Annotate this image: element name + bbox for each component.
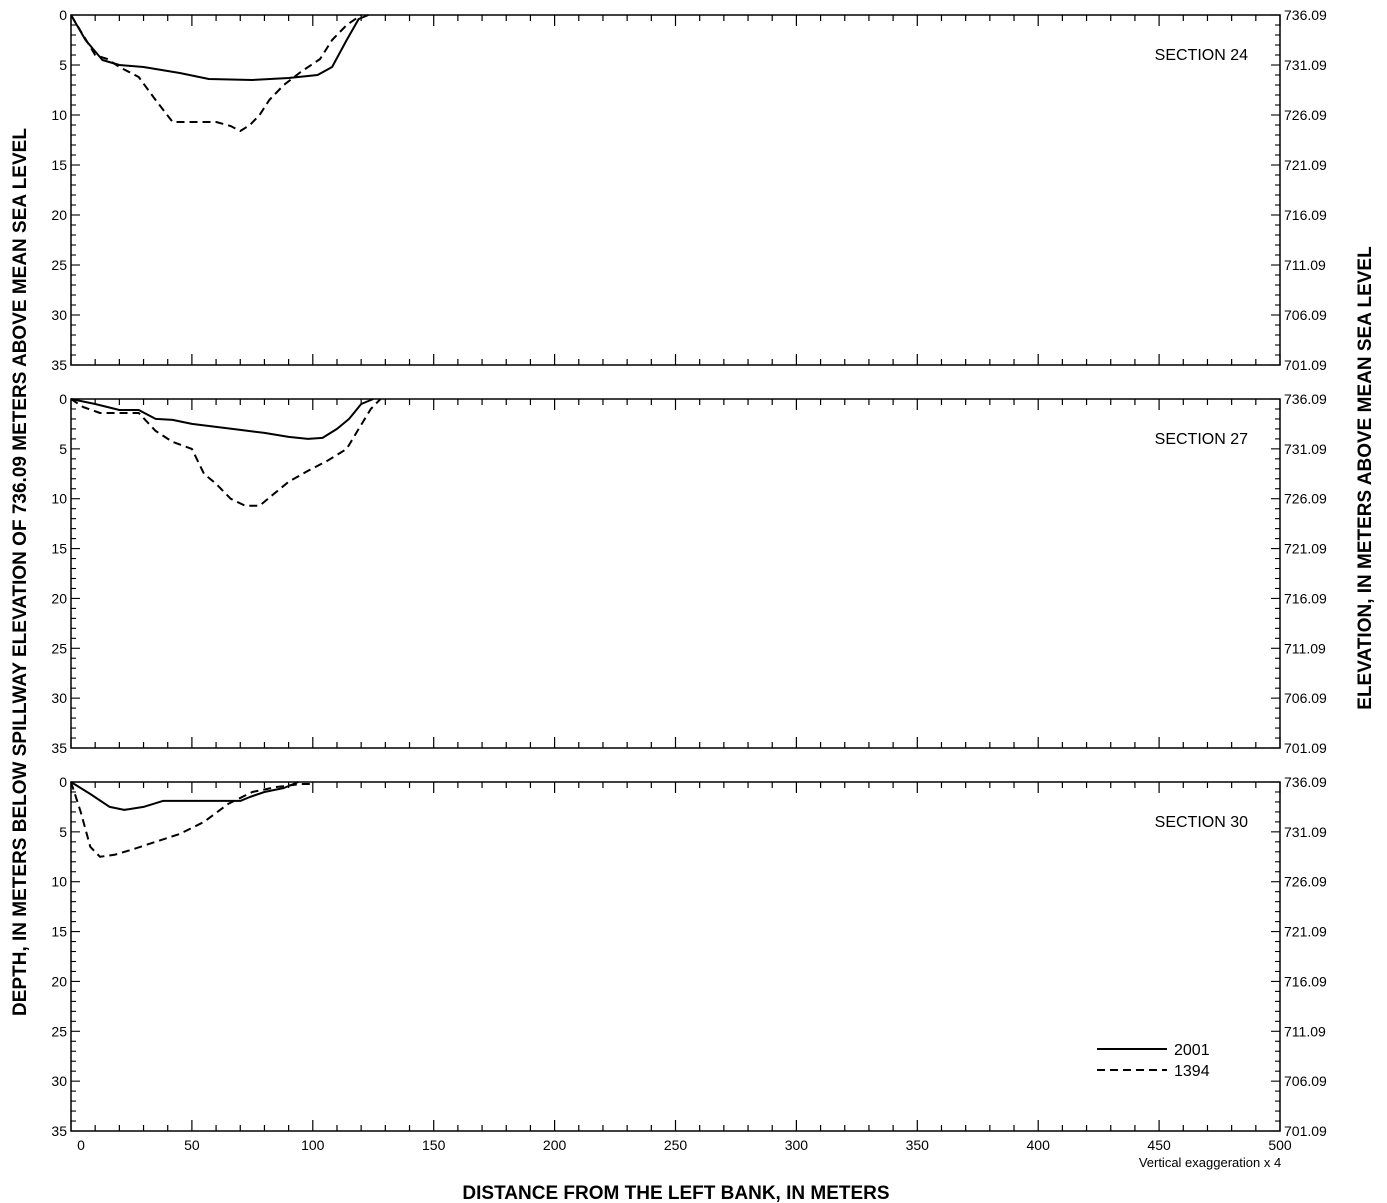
y-tick-label-left: 20 bbox=[51, 973, 67, 989]
y-tick-label-right: 731.09 bbox=[1284, 824, 1327, 840]
x-tick-label: 450 bbox=[1147, 1137, 1171, 1153]
y-tick-label-right: 711.09 bbox=[1284, 1023, 1326, 1039]
y-tick-label-left: 15 bbox=[51, 157, 67, 173]
y-tick-label-right: 706.09 bbox=[1284, 1073, 1327, 1089]
y-tick-label-left: 30 bbox=[51, 307, 67, 323]
section-label: SECTION 30 bbox=[1155, 814, 1248, 831]
y-tick-label-right: 701.09 bbox=[1284, 357, 1327, 373]
panel-section-1: 0 5 10 15 20 25 30 35 736.09 731.09 726.09 721.09 71… bbox=[51, 7, 1327, 373]
series-line-1394 bbox=[70, 781, 313, 858]
y-tick-label-right: 706.09 bbox=[1284, 690, 1327, 706]
series-line-2001 bbox=[70, 781, 299, 811]
plot-frame bbox=[70, 781, 1281, 1132]
y-tick-label-left: 0 bbox=[59, 774, 67, 790]
panel-section-3: 0 5 10 15 20 25 30 35 736.09 731.09 726.09 721.09 71… bbox=[51, 774, 1327, 1153]
legend-label-1394: 1394 bbox=[1174, 1063, 1210, 1080]
y-tick-label-right: 711.09 bbox=[1284, 640, 1326, 656]
x-tick-label: 300 bbox=[785, 1137, 809, 1153]
y-tick-label-left: 35 bbox=[51, 740, 67, 756]
y-tick-label-left: 5 bbox=[59, 824, 67, 840]
y-tick-label-left: 10 bbox=[51, 874, 67, 890]
y-tick-label-right: 716.09 bbox=[1284, 973, 1327, 989]
vertical-exaggeration-note: Vertical exaggeration x 4 bbox=[1139, 1155, 1281, 1170]
y-axis-title-right: ELEVATION, IN METERS ABOVE MEAN SEA LEVE… bbox=[1355, 246, 1376, 710]
x-tick-label: 500 bbox=[1268, 1137, 1292, 1153]
y-tick-label-right: 701.09 bbox=[1284, 1123, 1327, 1139]
y-tick-label-left: 35 bbox=[51, 1123, 67, 1139]
section-label: SECTION 24 bbox=[1155, 47, 1248, 64]
y-tick-label-right: 721.09 bbox=[1284, 541, 1327, 557]
x-tick-label: 100 bbox=[301, 1137, 325, 1153]
series-line-1394 bbox=[70, 398, 382, 507]
series-line-1394 bbox=[70, 14, 362, 132]
y-tick-label-left: 30 bbox=[51, 690, 67, 706]
x-tick-label: 250 bbox=[664, 1137, 688, 1153]
y-tick-label-right: 736.09 bbox=[1284, 391, 1327, 407]
y-tick-label-left: 20 bbox=[51, 207, 67, 223]
y-tick-label-right: 736.09 bbox=[1284, 7, 1327, 23]
y-tick-label-right: 736.09 bbox=[1284, 774, 1327, 790]
y-tick-label-left: 15 bbox=[51, 541, 67, 557]
x-tick-label: 350 bbox=[906, 1137, 930, 1153]
section-label: SECTION 27 bbox=[1155, 431, 1248, 448]
y-tick-label-left: 25 bbox=[51, 1023, 67, 1039]
y-tick-label-right: 731.09 bbox=[1284, 57, 1327, 73]
panel-section-2: 0 5 10 15 20 25 30 35 736.09 731.09 726.09 721.09 71… bbox=[51, 391, 1327, 756]
y-tick-label-right: 726.09 bbox=[1284, 491, 1327, 507]
plot-frame bbox=[70, 398, 1281, 749]
series-line-2001 bbox=[70, 398, 374, 440]
legend-label-2001: 2001 bbox=[1174, 1042, 1210, 1059]
y-tick-label-left: 20 bbox=[51, 590, 67, 606]
x-tick-label: 150 bbox=[422, 1137, 446, 1153]
y-tick-label-left: 0 bbox=[59, 7, 67, 23]
y-tick-label-right: 701.09 bbox=[1284, 740, 1327, 756]
x-tick-label: 200 bbox=[543, 1137, 567, 1153]
y-tick-label-left: 15 bbox=[51, 924, 67, 940]
y-axis-title-left: DEPTH, IN METERS BELOW SPILLWAY ELEVATIO… bbox=[10, 128, 31, 1016]
x-tick-label: 50 bbox=[184, 1137, 200, 1153]
y-tick-label-right: 721.09 bbox=[1284, 157, 1327, 173]
y-tick-label-right: 711.09 bbox=[1284, 257, 1326, 273]
y-tick-label-left: 25 bbox=[51, 640, 67, 656]
y-tick-label-left: 25 bbox=[51, 257, 67, 273]
y-tick-label-left: 10 bbox=[51, 491, 67, 507]
y-tick-label-left: 0 bbox=[59, 391, 67, 407]
y-tick-label-right: 716.09 bbox=[1284, 590, 1327, 606]
x-axis-title: DISTANCE FROM THE LEFT BANK, IN METERS bbox=[462, 1183, 889, 1203]
y-tick-label-left: 30 bbox=[51, 1073, 67, 1089]
y-tick-label-left: 10 bbox=[51, 107, 67, 123]
legend: 2001 1394 bbox=[1097, 1042, 1210, 1080]
plot-frame bbox=[70, 14, 1281, 366]
x-tick-label: 0 bbox=[77, 1137, 85, 1153]
y-tick-label-right: 706.09 bbox=[1284, 307, 1327, 323]
series-line-2001 bbox=[70, 14, 369, 81]
y-tick-label-left: 5 bbox=[59, 57, 67, 73]
y-tick-label-right: 731.09 bbox=[1284, 441, 1327, 457]
y-tick-label-right: 716.09 bbox=[1284, 207, 1327, 223]
y-tick-label-left: 35 bbox=[51, 357, 67, 373]
y-tick-label-right: 721.09 bbox=[1284, 924, 1327, 940]
x-tick-label: 400 bbox=[1027, 1137, 1051, 1153]
y-tick-label-right: 726.09 bbox=[1284, 874, 1327, 890]
y-tick-label-left: 5 bbox=[59, 441, 67, 457]
y-tick-label-right: 726.09 bbox=[1284, 107, 1327, 123]
